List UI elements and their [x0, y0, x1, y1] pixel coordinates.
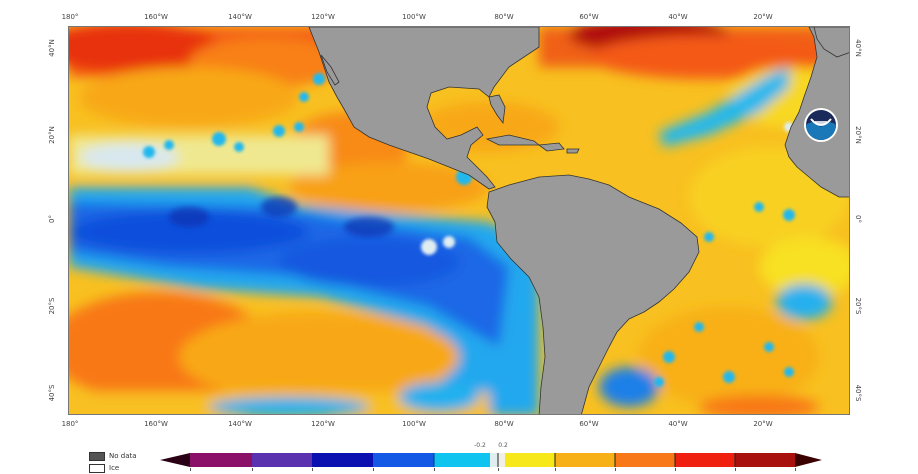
colorbar-tick [555, 468, 556, 471]
colorbar-tick-label: 0.2 [498, 442, 508, 449]
colorbar [160, 453, 822, 467]
no-data-label: No data [109, 452, 137, 460]
colorbar-tick [312, 468, 313, 471]
colorbar-tick [190, 468, 191, 471]
lat-label-right: 40°S [854, 384, 862, 402]
lat-label-left: 40°S [48, 384, 56, 402]
lat-label-left: 0° [48, 215, 56, 223]
lon-label-top: 40°W [668, 13, 688, 21]
lon-label-top: 120°W [311, 13, 335, 21]
lon-label-bottom: 40°W [668, 420, 688, 428]
lon-label-top: 180° [61, 13, 79, 21]
no-data-swatch [89, 452, 105, 461]
colorbar-tick [498, 468, 499, 471]
ice-label: Ice [109, 464, 120, 472]
colorbar-tick [373, 468, 374, 471]
colorbar-tick [675, 468, 676, 471]
lat-label-left: 40°N [48, 39, 56, 57]
lon-label-bottom: 100°W [402, 420, 426, 428]
lat-label-right: 40°N [854, 39, 862, 57]
lat-label-left: 20°N [48, 126, 56, 144]
lon-label-bottom: 20°W [753, 420, 773, 428]
colorbar-tick [735, 468, 736, 471]
lon-label-top: 20°W [753, 13, 773, 21]
ice-swatch [89, 464, 105, 473]
lat-label-right: 20°N [854, 126, 862, 144]
lat-label-right: 0° [854, 215, 862, 223]
lon-label-top: 160°W [144, 13, 168, 21]
lon-label-bottom: 140°W [228, 420, 252, 428]
colorbar-tick [252, 468, 253, 471]
noaa-logo [804, 108, 838, 142]
lon-label-top: 140°W [228, 13, 252, 21]
lon-label-bottom: 180° [61, 420, 79, 428]
colorbar-tick [434, 468, 435, 471]
colorbar-tick-label: -0.2 [474, 442, 486, 449]
colorbar-tick [795, 468, 796, 471]
colorbar-tick [615, 468, 616, 471]
lon-label-top: 80°W [494, 13, 514, 21]
lon-label-bottom: 120°W [311, 420, 335, 428]
lon-label-top: 60°W [579, 13, 599, 21]
lat-label-left: 20°S [48, 297, 56, 315]
sst-anomaly-map [68, 26, 850, 415]
lon-label-bottom: 80°W [494, 420, 514, 428]
lon-label-bottom: 60°W [579, 420, 599, 428]
lat-label-right: 20°S [854, 297, 862, 315]
lon-label-top: 100°W [402, 13, 426, 21]
lon-label-bottom: 160°W [144, 420, 168, 428]
